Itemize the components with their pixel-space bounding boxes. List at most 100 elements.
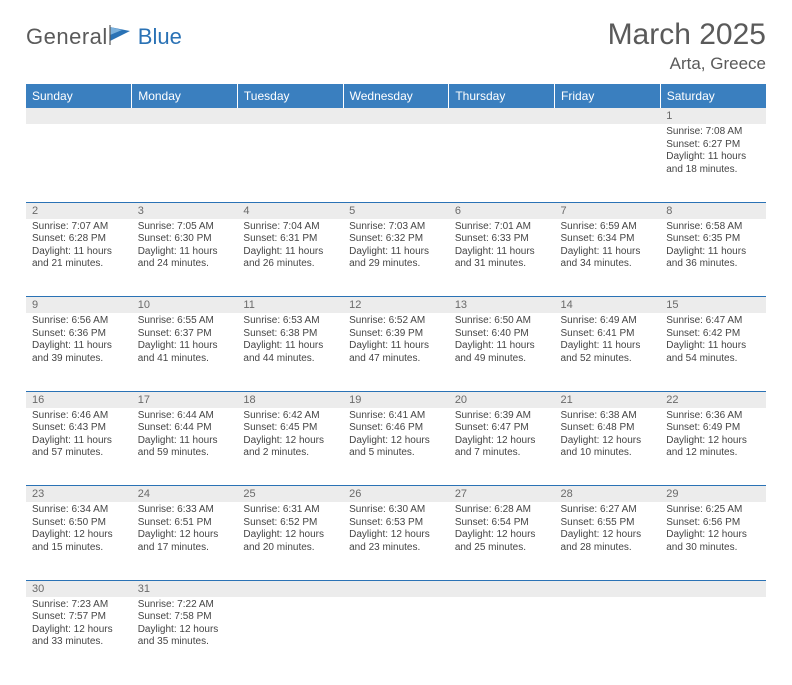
day-number-cell: 31 <box>132 580 238 597</box>
sunset-text: Sunset: 6:30 PM <box>138 233 232 246</box>
sunset-text: Sunset: 6:56 PM <box>666 517 760 530</box>
day-info-cell <box>343 124 449 202</box>
info-row: Sunrise: 6:46 AMSunset: 6:43 PMDaylight:… <box>26 408 766 486</box>
day-number-cell <box>555 108 661 124</box>
sunset-text: Sunset: 6:54 PM <box>455 517 549 530</box>
day-number-cell: 1 <box>660 108 766 124</box>
daylight-text: Daylight: 12 hours and 15 minutes. <box>32 529 126 554</box>
sunrise-text: Sunrise: 7:04 AM <box>243 221 337 234</box>
day-number-cell: 23 <box>26 486 132 503</box>
daylight-text: Daylight: 11 hours and 47 minutes. <box>349 340 443 365</box>
sunrise-text: Sunrise: 6:55 AM <box>138 315 232 328</box>
sunset-text: Sunset: 6:38 PM <box>243 328 337 341</box>
weekday-header: Tuesday <box>237 84 343 108</box>
day-number-cell <box>237 580 343 597</box>
day-info-cell: Sunrise: 7:01 AMSunset: 6:33 PMDaylight:… <box>449 219 555 297</box>
daylight-text: Daylight: 11 hours and 41 minutes. <box>138 340 232 365</box>
sunrise-text: Sunrise: 7:22 AM <box>138 599 232 612</box>
daylight-text: Daylight: 11 hours and 49 minutes. <box>455 340 549 365</box>
sunset-text: Sunset: 6:33 PM <box>455 233 549 246</box>
day-number-cell: 13 <box>449 297 555 314</box>
daylight-text: Daylight: 12 hours and 33 minutes. <box>32 624 126 649</box>
month-title: March 2025 <box>608 18 766 52</box>
day-number-cell <box>555 580 661 597</box>
day-info-cell <box>237 124 343 202</box>
day-info-cell: Sunrise: 7:05 AMSunset: 6:30 PMDaylight:… <box>132 219 238 297</box>
day-info-cell: Sunrise: 6:44 AMSunset: 6:44 PMDaylight:… <box>132 408 238 486</box>
day-info-cell: Sunrise: 6:42 AMSunset: 6:45 PMDaylight:… <box>237 408 343 486</box>
daynum-row: 3031 <box>26 580 766 597</box>
daylight-text: Daylight: 12 hours and 23 minutes. <box>349 529 443 554</box>
sunrise-text: Sunrise: 6:49 AM <box>561 315 655 328</box>
sunrise-text: Sunrise: 7:03 AM <box>349 221 443 234</box>
day-info-cell: Sunrise: 6:41 AMSunset: 6:46 PMDaylight:… <box>343 408 449 486</box>
daylight-text: Daylight: 11 hours and 54 minutes. <box>666 340 760 365</box>
day-info-cell <box>26 124 132 202</box>
day-number-cell: 16 <box>26 391 132 408</box>
sunset-text: Sunset: 6:31 PM <box>243 233 337 246</box>
daylight-text: Daylight: 11 hours and 34 minutes. <box>561 246 655 271</box>
daylight-text: Daylight: 12 hours and 20 minutes. <box>243 529 337 554</box>
day-info-cell: Sunrise: 6:55 AMSunset: 6:37 PMDaylight:… <box>132 313 238 391</box>
sunset-text: Sunset: 6:55 PM <box>561 517 655 530</box>
day-info-cell: Sunrise: 6:28 AMSunset: 6:54 PMDaylight:… <box>449 502 555 580</box>
day-info-cell: Sunrise: 7:23 AMSunset: 7:57 PMDaylight:… <box>26 597 132 675</box>
sunset-text: Sunset: 6:32 PM <box>349 233 443 246</box>
day-info-cell: Sunrise: 6:49 AMSunset: 6:41 PMDaylight:… <box>555 313 661 391</box>
daylight-text: Daylight: 11 hours and 31 minutes. <box>455 246 549 271</box>
day-number-cell: 29 <box>660 486 766 503</box>
day-number-cell: 17 <box>132 391 238 408</box>
sunset-text: Sunset: 6:51 PM <box>138 517 232 530</box>
sunset-text: Sunset: 6:34 PM <box>561 233 655 246</box>
sunrise-text: Sunrise: 6:50 AM <box>455 315 549 328</box>
daylight-text: Daylight: 11 hours and 24 minutes. <box>138 246 232 271</box>
day-number-cell <box>237 108 343 124</box>
daylight-text: Daylight: 12 hours and 25 minutes. <box>455 529 549 554</box>
day-info-cell: Sunrise: 6:47 AMSunset: 6:42 PMDaylight:… <box>660 313 766 391</box>
sunrise-text: Sunrise: 6:31 AM <box>243 504 337 517</box>
day-number-cell: 18 <box>237 391 343 408</box>
brand-text-1: General <box>26 24 108 50</box>
sunrise-text: Sunrise: 6:28 AM <box>455 504 549 517</box>
day-number-cell <box>660 580 766 597</box>
day-number-cell <box>26 108 132 124</box>
day-info-cell <box>237 597 343 675</box>
day-number-cell: 20 <box>449 391 555 408</box>
day-number-cell: 28 <box>555 486 661 503</box>
day-info-cell: Sunrise: 6:30 AMSunset: 6:53 PMDaylight:… <box>343 502 449 580</box>
sunset-text: Sunset: 6:48 PM <box>561 422 655 435</box>
day-number-cell: 24 <box>132 486 238 503</box>
weekday-header: Wednesday <box>343 84 449 108</box>
sunrise-text: Sunrise: 7:08 AM <box>666 126 760 139</box>
sunrise-text: Sunrise: 7:07 AM <box>32 221 126 234</box>
day-info-cell: Sunrise: 7:07 AMSunset: 6:28 PMDaylight:… <box>26 219 132 297</box>
sunrise-text: Sunrise: 6:59 AM <box>561 221 655 234</box>
day-number-cell: 9 <box>26 297 132 314</box>
sunset-text: Sunset: 6:45 PM <box>243 422 337 435</box>
day-number-cell: 2 <box>26 202 132 219</box>
sunrise-text: Sunrise: 6:58 AM <box>666 221 760 234</box>
daylight-text: Daylight: 12 hours and 35 minutes. <box>138 624 232 649</box>
daylight-text: Daylight: 11 hours and 57 minutes. <box>32 435 126 460</box>
day-number-cell <box>343 108 449 124</box>
day-info-cell <box>660 597 766 675</box>
sunset-text: Sunset: 6:49 PM <box>666 422 760 435</box>
daylight-text: Daylight: 12 hours and 12 minutes. <box>666 435 760 460</box>
day-number-cell: 7 <box>555 202 661 219</box>
location: Arta, Greece <box>608 54 766 74</box>
day-info-cell <box>449 597 555 675</box>
day-info-cell: Sunrise: 6:36 AMSunset: 6:49 PMDaylight:… <box>660 408 766 486</box>
sunrise-text: Sunrise: 6:44 AM <box>138 410 232 423</box>
sunset-text: Sunset: 7:58 PM <box>138 611 232 624</box>
day-info-cell: Sunrise: 7:08 AMSunset: 6:27 PMDaylight:… <box>660 124 766 202</box>
day-info-cell: Sunrise: 6:38 AMSunset: 6:48 PMDaylight:… <box>555 408 661 486</box>
day-info-cell: Sunrise: 6:58 AMSunset: 6:35 PMDaylight:… <box>660 219 766 297</box>
info-row: Sunrise: 7:08 AMSunset: 6:27 PMDaylight:… <box>26 124 766 202</box>
day-info-cell <box>555 124 661 202</box>
daynum-row: 16171819202122 <box>26 391 766 408</box>
daylight-text: Daylight: 12 hours and 7 minutes. <box>455 435 549 460</box>
sunset-text: Sunset: 6:43 PM <box>32 422 126 435</box>
day-info-cell: Sunrise: 7:03 AMSunset: 6:32 PMDaylight:… <box>343 219 449 297</box>
sunset-text: Sunset: 6:35 PM <box>666 233 760 246</box>
day-number-cell: 6 <box>449 202 555 219</box>
